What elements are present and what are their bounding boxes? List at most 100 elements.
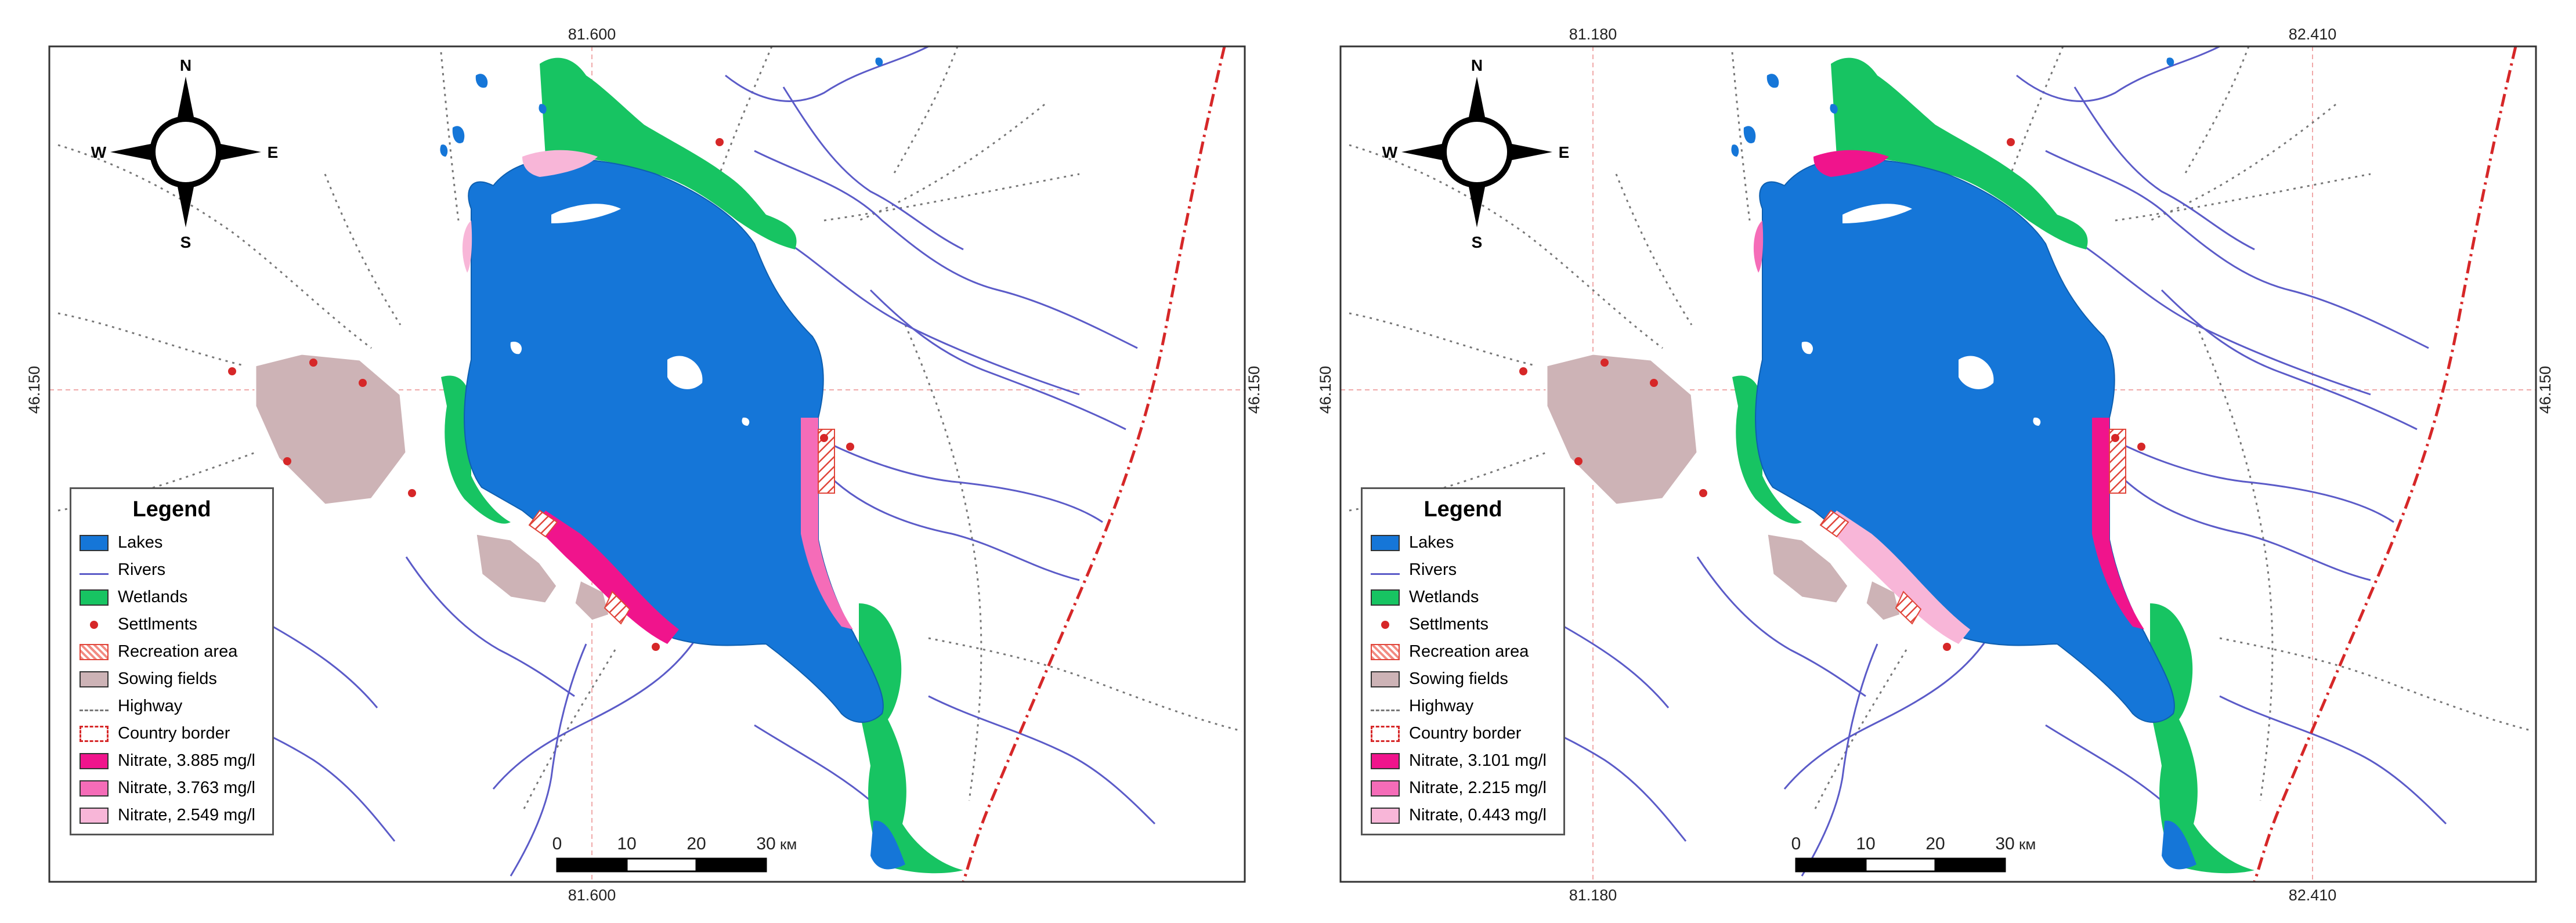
legend-symbol-icon bbox=[1371, 573, 1400, 575]
coordinate-left-label: 46.150 bbox=[1317, 366, 1334, 414]
legend-item-label: Settlments bbox=[1409, 615, 1488, 634]
highway bbox=[1812, 649, 1907, 813]
legend-symbol-icon bbox=[1371, 725, 1400, 742]
compass-east-label: E bbox=[1559, 143, 1570, 161]
highway bbox=[718, 46, 773, 175]
legend-item: Settlments bbox=[80, 611, 264, 638]
map-panel-right: 81.180 82.410 81.180 82.410 46.150 46.150 N S W E… bbox=[1291, 0, 2568, 923]
recreation-area bbox=[528, 509, 558, 538]
scale-bar-tick: 20 bbox=[687, 834, 706, 853]
legend-item-label: Lakes bbox=[118, 533, 163, 552]
island bbox=[510, 342, 522, 354]
scale-bar-tick: 0 bbox=[552, 834, 562, 853]
legend-item-label: Settlments bbox=[118, 615, 197, 634]
scale-bar-tick: 20 bbox=[1925, 834, 1945, 853]
legend-symbol-icon bbox=[80, 589, 109, 606]
legend-symbol-icon bbox=[80, 573, 109, 575]
small-lake bbox=[539, 104, 547, 114]
highway bbox=[2010, 46, 2064, 175]
river bbox=[2045, 150, 2429, 349]
map-panel-left: 81.600 81.600 46.150 46.150 N S W E 0 10 20 30 км Leg… bbox=[0, 0, 1277, 923]
recreation-area bbox=[1895, 591, 1922, 625]
small-lake-south bbox=[870, 820, 905, 870]
legend-item: Sowing fields bbox=[80, 665, 264, 693]
island bbox=[1959, 356, 1994, 389]
settlement bbox=[1943, 643, 1951, 651]
river bbox=[405, 556, 575, 697]
nitrate-zone-west bbox=[462, 220, 472, 273]
settlement bbox=[408, 489, 416, 497]
highway bbox=[858, 103, 1045, 222]
wetland bbox=[1732, 375, 1802, 524]
coordinate-top-label: 81.600 bbox=[568, 26, 616, 43]
small-lake bbox=[875, 57, 883, 67]
scale-bar-unit: км bbox=[2019, 835, 2036, 853]
map-legend: Legend Lakes Rivers Wetlands Settlments Recre… bbox=[1361, 487, 1565, 835]
compass-rose-icon: N S W E bbox=[91, 56, 279, 251]
compass-rose-icon: N S W E bbox=[1382, 56, 1570, 251]
legend-symbol-icon bbox=[1371, 710, 1400, 711]
legend-item: Settlments bbox=[1371, 611, 1555, 638]
recreation-area bbox=[604, 591, 631, 625]
coordinate-right-label: 46.150 bbox=[2537, 366, 2554, 414]
coordinate-bottom-label: 81.600 bbox=[568, 886, 616, 904]
legend-symbol-icon bbox=[80, 643, 109, 660]
highway bbox=[324, 173, 402, 325]
country-border bbox=[962, 46, 1226, 882]
scale-bar-tick: 10 bbox=[1856, 834, 1875, 853]
river bbox=[2219, 695, 2447, 825]
small-lake bbox=[440, 144, 448, 157]
legend-symbol-icon bbox=[1371, 807, 1400, 824]
island bbox=[2033, 417, 2041, 426]
wetland bbox=[540, 57, 797, 249]
legend-item: Sowing fields bbox=[1371, 665, 1555, 693]
settlement bbox=[1574, 457, 1583, 465]
settlement bbox=[1650, 379, 1658, 387]
nitrate-zone-north bbox=[522, 150, 598, 177]
legend-symbol-icon bbox=[1371, 752, 1400, 769]
map-legend: Legend Lakes Rivers Wetlands Settlments Recre… bbox=[70, 487, 274, 835]
wetland bbox=[441, 375, 511, 524]
island bbox=[551, 204, 621, 223]
river bbox=[1801, 643, 1878, 877]
nitrate-zone-southwest bbox=[1825, 511, 1970, 644]
legend-item-label: Wetlands bbox=[1409, 588, 1479, 606]
nitrate-zone-west bbox=[1753, 220, 1764, 273]
wetland bbox=[857, 603, 963, 874]
legend-item-label: Recreation area bbox=[118, 642, 238, 661]
compass-north-label: N bbox=[1471, 56, 1483, 74]
settlement bbox=[652, 643, 660, 651]
river bbox=[2016, 46, 2220, 102]
coordinate-right-label: 46.150 bbox=[1245, 366, 1263, 414]
legend-symbol-icon bbox=[1371, 671, 1400, 687]
legend-symbol-icon bbox=[1371, 617, 1400, 633]
nitrate-zone-southwest bbox=[534, 511, 679, 644]
river bbox=[2045, 724, 2162, 802]
settlement bbox=[1600, 359, 1609, 367]
compass-north-label: N bbox=[180, 56, 192, 74]
legend-item: Nitrate, 3.885 mg/l bbox=[80, 747, 264, 774]
legend-item: Rivers bbox=[80, 556, 264, 584]
small-lake-south bbox=[2162, 820, 2196, 870]
legend-item-label: Lakes bbox=[1409, 533, 1454, 552]
legend-item-label: Wetlands bbox=[118, 588, 188, 606]
island bbox=[1801, 342, 1813, 354]
legend-item: Country border bbox=[1371, 720, 1555, 747]
legend-item: Highway bbox=[80, 693, 264, 720]
legend-item-label: Rivers bbox=[1409, 560, 1457, 579]
compass-south-label: S bbox=[180, 233, 192, 251]
settlement bbox=[359, 379, 367, 387]
legend-symbol-icon bbox=[80, 671, 109, 687]
scale-bar-unit: км bbox=[780, 835, 797, 853]
scale-bar-tick: 30 bbox=[756, 834, 775, 853]
settlement bbox=[1699, 489, 1707, 497]
river bbox=[725, 46, 929, 102]
wetland bbox=[1831, 57, 2088, 249]
wetland bbox=[2148, 603, 2255, 874]
small-lake bbox=[2166, 57, 2174, 67]
river bbox=[1783, 638, 1989, 790]
settlement bbox=[228, 367, 236, 375]
highway bbox=[2219, 637, 2534, 732]
coordinate-bottom-label: 81.180 bbox=[1569, 886, 1617, 904]
legend-symbol-icon bbox=[80, 807, 109, 824]
